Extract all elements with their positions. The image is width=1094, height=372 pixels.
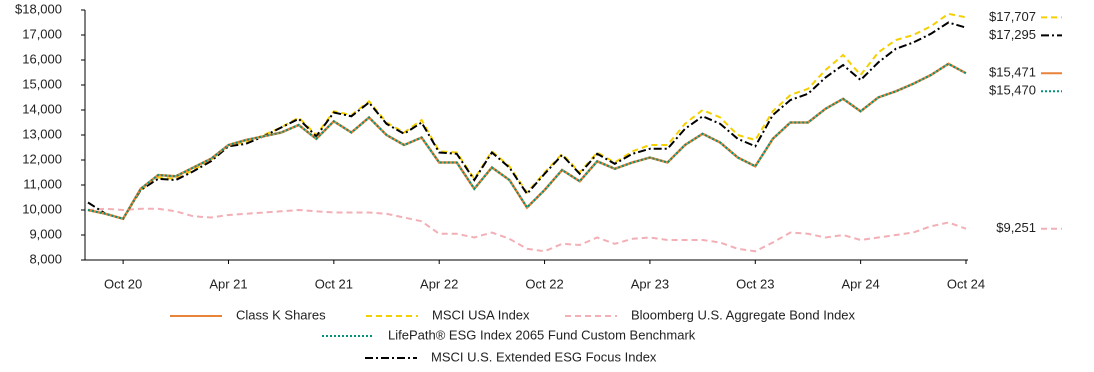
end-label: $17,295 [989,27,1036,42]
y-tick-label: 12,000 [22,151,62,166]
end-label: $9,251 [996,220,1036,235]
end-label: $15,470 [989,83,1036,98]
end-label: $15,471 [989,65,1036,80]
y-tick-label: 9,000 [29,226,62,241]
legend-label: Class K Shares [236,307,326,322]
y-tick-label: 17,000 [22,26,62,41]
x-tick-label: Apr 24 [841,276,879,291]
y-tick-label: 10,000 [22,201,62,216]
series-line [87,207,967,253]
x-tick-label: Oct 24 [947,276,985,291]
y-tick-label: 8,000 [29,251,62,266]
x-tick-label: Apr 23 [631,276,669,291]
x-tick-label: Oct 22 [525,276,563,291]
y-tick-label: 15,000 [22,76,62,91]
end-label: $17,707 [989,9,1036,24]
x-tick-label: Apr 21 [209,276,247,291]
y-tick-label: 13,000 [22,126,62,141]
x-tick-label: Oct 20 [104,276,142,291]
series-line [87,12,967,220]
series-line [87,62,967,220]
legend-label: MSCI U.S. Extended ESG Focus Index [431,349,657,364]
series-line [87,62,967,221]
legend-label: LifePath® ESG Index 2065 Fund Custom Ben… [388,327,696,342]
y-tick-label: 16,000 [22,51,62,66]
x-tick-label: Apr 22 [420,276,458,291]
x-tick-label: Oct 21 [315,276,353,291]
legend-label: MSCI USA Index [432,307,530,322]
y-tick-label: $18,000 [15,1,62,16]
y-tick-label: 11,000 [23,176,62,191]
y-tick-label: 14,000 [22,101,62,116]
x-tick-label: Oct 23 [736,276,774,291]
legend-label: Bloomberg U.S. Aggregate Bond Index [631,307,856,322]
series-line [87,21,967,220]
